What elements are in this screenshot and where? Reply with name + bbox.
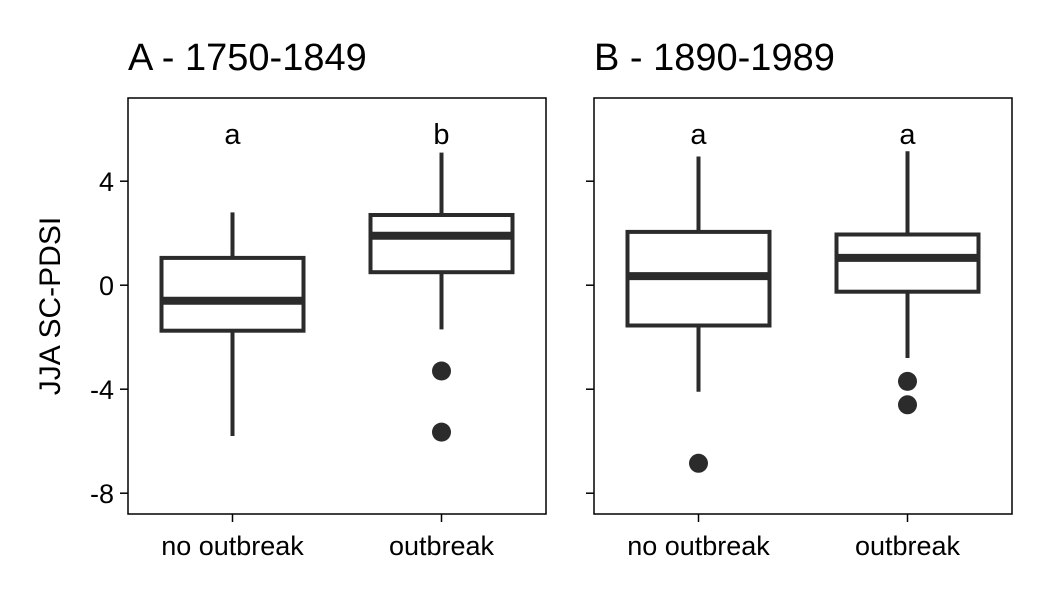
panel-b-outlier-point [689,453,708,473]
panel-a: A - 1750-1849 -8 -4 0 4 no outbreak outbreak a… [90,37,547,561]
panel-a-x-tick-label: outbreak [389,531,495,561]
panel-b-significance-letter: a [690,119,707,151]
panel-a-frame [127,97,547,515]
panel-a-y-tick-label: -8 [90,479,114,509]
panel-a-box [368,213,515,275]
panel-b-frame [593,97,1013,515]
panel-a-y-tick-label: -4 [90,375,114,405]
panel-a-title: A - 1750-1849 [128,37,367,79]
panel-a-x-tick-label: no outbreak [161,531,304,561]
panel-b-marks: no outbreak outbreak a a [586,119,981,561]
panel-a-outlier-point [432,361,451,381]
panel-a-marks: -8 -4 0 4 no outbreak outbreak a b [90,119,515,561]
panel-b-significance-letter: a [899,119,916,151]
panel-a-y-tick-label: 4 [99,167,114,197]
panel-b-outlier-point [898,371,917,391]
panel-b-x-tick-label: outbreak [855,531,961,561]
panel-b-box [834,232,981,294]
panel-b-x-tick-label: no outbreak [627,531,770,561]
panel-b: B - 1890-1989 no outbreak outbreak a a [586,37,1013,561]
panel-b-title: B - 1890-1989 [594,37,835,79]
panel-a-significance-letter: a [224,119,241,151]
panel-a-significance-letter: b [433,119,449,151]
panel-a-box [159,255,306,333]
panel-a-outlier-point [432,422,451,442]
y-axis-label: JJA SC-PDSI [34,217,67,395]
panel-a-y-tick-label: 0 [99,271,114,301]
panel-b-outlier-point [898,395,917,415]
